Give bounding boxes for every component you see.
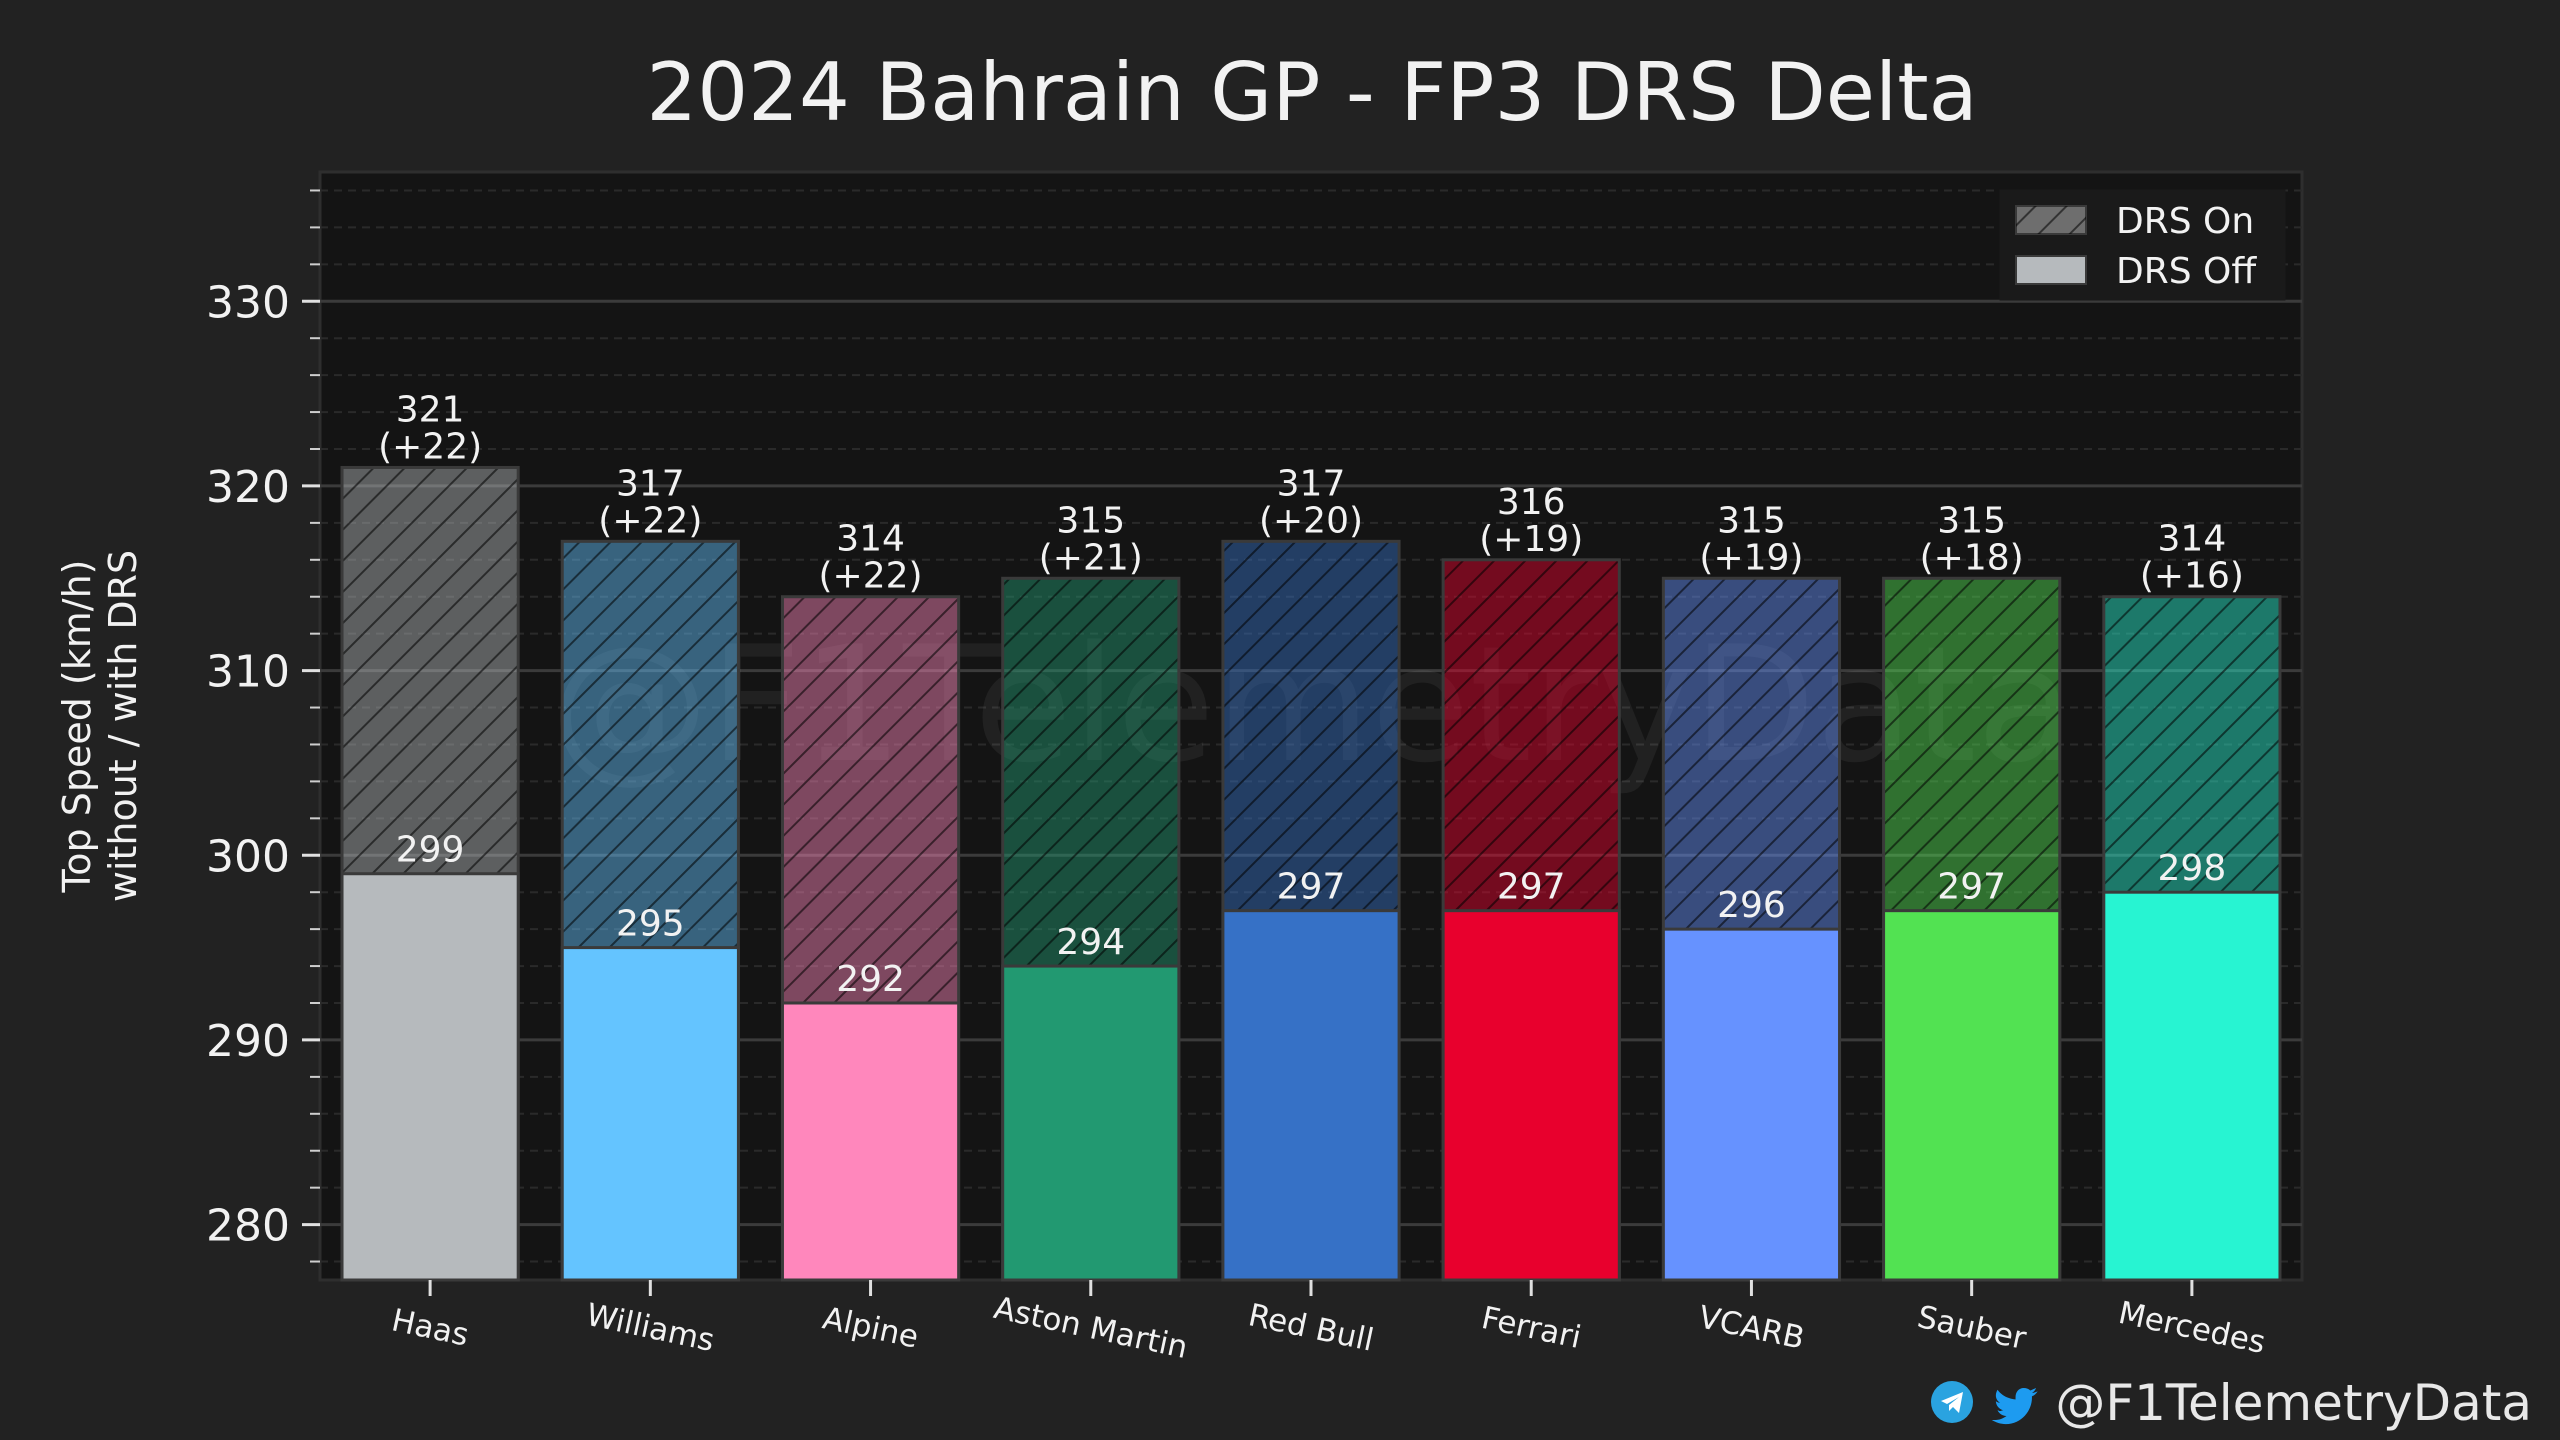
bar-drs-on-hatch — [1443, 559, 1620, 911]
drs-on-value-label: 314 — [836, 519, 905, 560]
drs-off-value-label: 296 — [1717, 885, 1786, 926]
drs-on-value-label: 314 — [2158, 519, 2227, 560]
drs-on-value-label: 315 — [1056, 500, 1125, 541]
drs-delta-label: (+20) — [1259, 500, 1363, 541]
drs-delta-label: (+22) — [598, 500, 702, 541]
bar-drs-on-hatch — [342, 467, 519, 874]
y-tick-label: 320 — [206, 462, 290, 513]
legend-swatch-drs-off — [2015, 255, 2087, 285]
drs-on-value-label: 317 — [1277, 463, 1346, 504]
drs-delta-label: (+22) — [378, 426, 482, 467]
y-tick-label: 330 — [206, 277, 290, 328]
bar-drs-off — [1221, 909, 1401, 1282]
drs-off-value-label: 295 — [616, 904, 685, 945]
y-axis-label-line2: without / with DRS — [101, 550, 145, 902]
x-tick-label: Aston Martin — [991, 1290, 1191, 1366]
x-tick-label: Alpine — [819, 1300, 921, 1355]
bar-drs-off — [560, 946, 740, 1282]
y-tick-label: 290 — [206, 1016, 290, 1067]
y-tick-label: 310 — [206, 647, 290, 698]
bar-drs-off — [1001, 964, 1181, 1282]
bar-drs-on-hatch — [2103, 596, 2280, 893]
x-tick-label: Williams — [583, 1297, 717, 1359]
x-tick-label: Red Bull — [1245, 1297, 1377, 1359]
drs-delta-label: (+18) — [1920, 537, 2024, 578]
twitter-icon — [1991, 1388, 2038, 1425]
y-tick-label: 300 — [206, 831, 290, 882]
x-tick-label: VCARB — [1695, 1299, 1807, 1356]
bar-drs-on-hatch — [1002, 578, 1179, 967]
bar-drs-off — [2102, 890, 2282, 1282]
drs-delta-label: (+16) — [2140, 556, 2244, 597]
bar-labels: 321(+22)299317(+22)295314(+22)292315(+21… — [378, 389, 2244, 1000]
drs-on-value-label: 317 — [616, 463, 685, 504]
drs-delta-label: (+22) — [819, 556, 923, 597]
drs-delta-label: (+19) — [1699, 537, 1803, 578]
drs-on-value-label: 315 — [1937, 500, 2006, 541]
x-tick-label: Sauber — [1914, 1299, 2029, 1357]
bar-drs-off — [1661, 927, 1842, 1282]
drs-off-value-label: 297 — [1937, 867, 2006, 908]
legend-label-drs-on: DRS On — [2116, 201, 2254, 242]
bar-drs-on-hatch — [1883, 578, 2060, 911]
y-tick-label: 280 — [206, 1201, 290, 1252]
bar-drs-off — [780, 1001, 961, 1282]
bar-drs-off — [340, 872, 520, 1282]
y-axis-label-line1: Top Speed (km/h) — [55, 560, 99, 894]
drs-on-value-label: 315 — [1717, 500, 1786, 541]
x-tick-label: Haas — [388, 1302, 471, 1353]
legend-swatch-drs-on-hatch — [2016, 206, 2086, 234]
footer-handle: @F1TelemetryData — [2055, 1374, 2532, 1432]
bar-drs-off — [1882, 909, 2062, 1282]
drs-off-value-label: 299 — [396, 830, 465, 871]
drs-off-value-label: 292 — [836, 959, 905, 1000]
drs-off-value-label: 297 — [1277, 867, 1346, 908]
bar-drs-on-hatch — [1222, 541, 1400, 911]
bars — [340, 465, 2282, 1282]
drs-off-value-label: 298 — [2158, 848, 2227, 889]
drs-off-value-label: 297 — [1497, 867, 1566, 908]
drs-on-value-label: 321 — [396, 389, 465, 430]
x-tick-label: Ferrari — [1478, 1300, 1584, 1356]
drs-off-value-label: 294 — [1056, 922, 1125, 963]
y-axis-label: Top Speed (km/h) without / with DRS — [55, 550, 145, 902]
bar-drs-off — [1441, 909, 1621, 1282]
footer: @F1TelemetryData — [1931, 1374, 2532, 1432]
telegram-icon — [1931, 1381, 1973, 1423]
drs-on-value-label: 316 — [1497, 482, 1566, 523]
bar-drs-on-hatch — [562, 541, 739, 948]
x-axis: Haas Williams Alpine Aston Martin Red Bull Fe… — [388, 1280, 2268, 1366]
x-tick-label: Mercedes — [2115, 1295, 2268, 1361]
legend: DRS On DRS Off — [1999, 189, 2286, 301]
drs-delta-label: (+21) — [1039, 537, 1143, 578]
bar-drs-on-hatch — [1663, 578, 1840, 930]
chart-title: 2024 Bahrain GP - FP3 DRS Delta — [646, 46, 1977, 139]
drs-delta-label: (+19) — [1479, 519, 1583, 560]
y-axis: 280 290 300 310 320 330 — [206, 189, 320, 1263]
bar-drs-on-hatch — [782, 596, 959, 1003]
legend-label-drs-off: DRS Off — [2116, 251, 2257, 292]
